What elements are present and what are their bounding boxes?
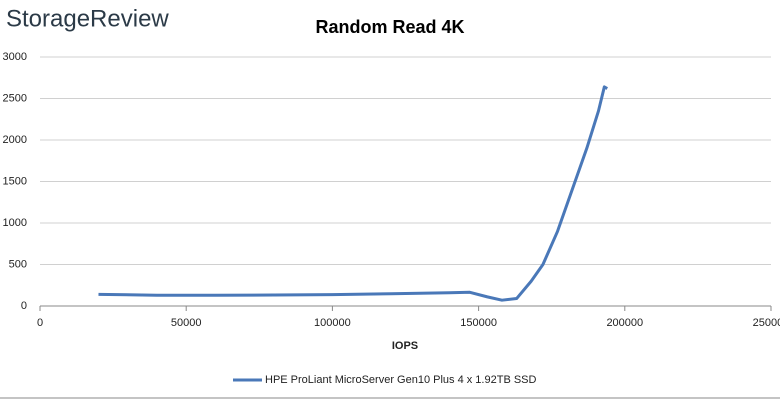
x-tick-label: 100000 (314, 317, 351, 329)
y-tick-label: 3000 (3, 51, 27, 63)
x-tick-label: 250000 (753, 317, 780, 329)
x-tick-label: 200000 (606, 317, 643, 329)
y-tick-label: 1500 (3, 175, 27, 187)
x-tick-label: 150000 (460, 317, 497, 329)
y-tick-label: 0 (21, 300, 27, 312)
chart-title: Random Read 4K (315, 17, 464, 37)
logo: StorageReview (6, 5, 169, 32)
x-tick-label: 50000 (171, 317, 202, 329)
x-tick-label: 0 (37, 317, 43, 329)
y-tick-label: 500 (9, 258, 27, 270)
y-tick-label: 2000 (3, 134, 27, 146)
x-axis-label: IOPS (392, 340, 418, 352)
y-tick-label: 2500 (3, 92, 27, 104)
legend-label: HPE ProLiant MicroServer Gen10 Plus 4 x … (265, 374, 537, 386)
y-tick-label: 1000 (3, 217, 27, 229)
data-line (98, 85, 608, 302)
